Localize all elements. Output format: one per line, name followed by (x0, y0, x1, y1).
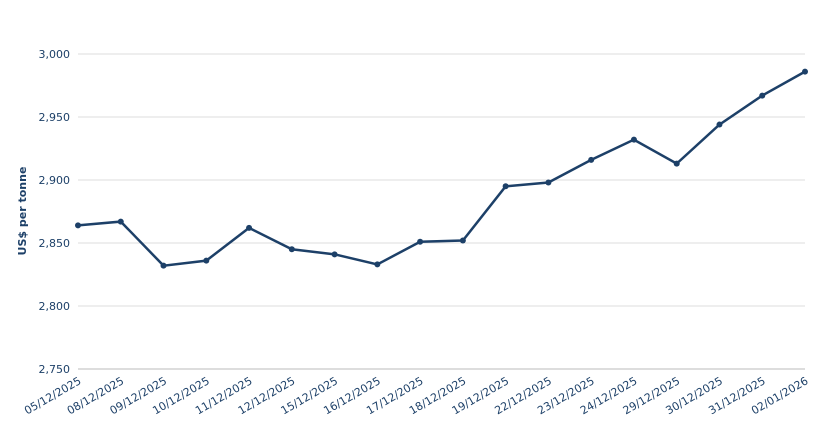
point (459, 237, 466, 244)
y-tick-label: 2,750 (39, 363, 71, 376)
y-tick-label: 2,800 (39, 300, 71, 313)
y-tick-label: 2,950 (39, 111, 71, 124)
point (117, 218, 124, 225)
point (588, 156, 595, 163)
point (288, 246, 295, 253)
point (630, 136, 637, 143)
point (759, 92, 766, 99)
y-tick-label: 3,000 (39, 48, 71, 61)
y-tick-label: 2,900 (39, 174, 71, 187)
point (417, 238, 424, 245)
y-tick-label: 2,850 (39, 237, 71, 250)
line (77, 70, 806, 267)
point (802, 68, 808, 75)
point (246, 224, 253, 231)
point (331, 251, 338, 258)
point (160, 262, 167, 269)
point (203, 257, 210, 264)
y-axis-label: US$ per tonne (16, 167, 29, 256)
point (545, 179, 552, 186)
point (716, 121, 723, 128)
point (75, 222, 81, 229)
point (502, 183, 509, 190)
point (673, 160, 680, 167)
point (374, 261, 381, 268)
